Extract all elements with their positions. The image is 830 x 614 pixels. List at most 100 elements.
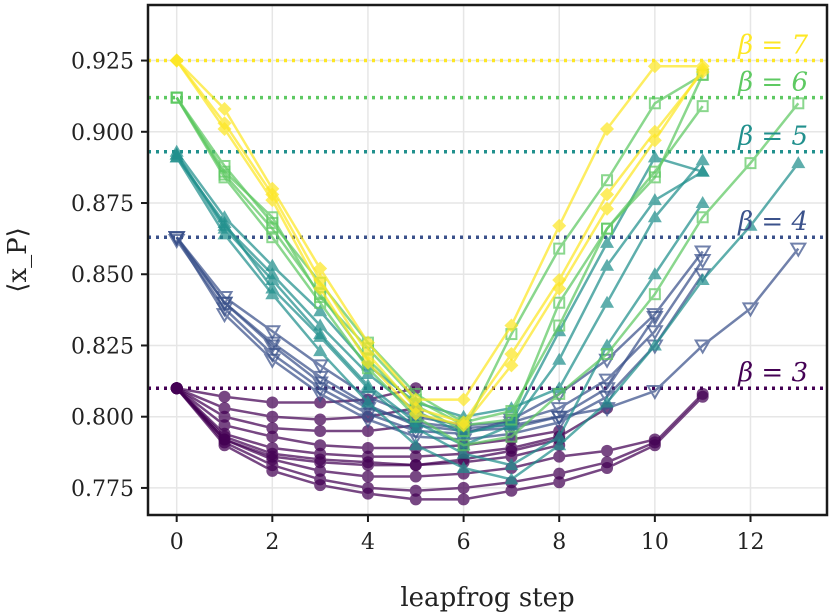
data-point xyxy=(504,472,519,485)
data-point xyxy=(215,296,234,312)
data-point xyxy=(265,267,280,280)
data-point xyxy=(360,395,375,408)
data-point xyxy=(647,267,662,280)
series-line xyxy=(175,150,704,418)
data-point xyxy=(266,430,279,443)
x-tick-label: 0 xyxy=(170,530,184,555)
data-point xyxy=(456,446,471,459)
x-axis-label: leapfrog step xyxy=(400,583,574,613)
data-point xyxy=(361,470,374,483)
data-point xyxy=(505,405,518,418)
data-point xyxy=(169,147,184,160)
data-point xyxy=(266,211,279,224)
series-line xyxy=(176,386,417,404)
x-tick-label: 12 xyxy=(736,530,764,555)
series-line xyxy=(175,96,800,447)
data-point xyxy=(552,281,567,296)
data-point xyxy=(693,339,712,355)
data-point xyxy=(647,133,662,148)
reference-lines xyxy=(148,58,827,390)
data-point xyxy=(504,358,519,373)
data-point xyxy=(647,338,662,351)
x-tick-label: 8 xyxy=(552,530,566,555)
data-point xyxy=(505,413,518,426)
data-point xyxy=(263,353,282,369)
data-point xyxy=(550,416,568,432)
series xyxy=(169,147,710,439)
data-point xyxy=(314,439,327,452)
data-point xyxy=(695,196,710,209)
data-point xyxy=(313,318,328,331)
data-point xyxy=(600,295,615,308)
data-point xyxy=(553,467,566,480)
data-point xyxy=(744,157,757,170)
data-point xyxy=(218,165,231,178)
series-line xyxy=(175,387,608,458)
data-point xyxy=(553,387,566,400)
data-point xyxy=(360,355,375,370)
data-point xyxy=(792,97,805,110)
data-point xyxy=(505,484,518,497)
data-point xyxy=(743,218,758,231)
data-point xyxy=(263,325,282,341)
data-point xyxy=(600,235,615,248)
data-point xyxy=(313,281,328,296)
data-point xyxy=(647,193,662,206)
y-tick-label: 0.925 xyxy=(71,50,134,75)
data-point xyxy=(789,242,808,258)
series xyxy=(169,150,806,485)
data-point xyxy=(601,348,614,361)
data-point xyxy=(553,242,566,255)
reference-label: β = 5 xyxy=(737,122,808,152)
data-point xyxy=(265,287,280,300)
series xyxy=(169,53,710,433)
series-line xyxy=(175,153,704,447)
x-tick-label: 6 xyxy=(457,530,471,555)
data-point xyxy=(553,319,566,332)
data-point xyxy=(552,429,567,442)
data-point xyxy=(311,370,329,386)
data-point xyxy=(169,53,184,68)
data-point xyxy=(314,464,327,477)
data-point xyxy=(314,413,327,426)
data-point xyxy=(361,456,374,469)
data-point xyxy=(359,413,377,429)
reference-label: β = 4 xyxy=(737,207,808,237)
data-point xyxy=(266,422,279,435)
data-point xyxy=(311,359,329,375)
data-point xyxy=(456,460,471,473)
data-point xyxy=(601,174,614,187)
data-point xyxy=(456,392,471,407)
data-point xyxy=(314,453,327,466)
reference-label: β = 7 xyxy=(737,31,808,61)
data-point xyxy=(266,222,279,235)
data-point xyxy=(600,187,615,202)
series-line xyxy=(175,59,704,427)
data-point xyxy=(218,390,231,403)
data-point xyxy=(409,484,422,497)
series-line xyxy=(175,73,704,433)
data-point xyxy=(217,121,232,136)
data-point xyxy=(648,97,661,110)
data-point xyxy=(600,338,615,351)
data-point xyxy=(266,464,279,477)
data-point xyxy=(409,450,422,463)
data-point xyxy=(504,318,519,333)
y-tick-label: 0.850 xyxy=(71,263,134,288)
data-point xyxy=(313,344,328,357)
data-point xyxy=(311,387,329,403)
data-point xyxy=(457,439,470,452)
y-tick-label: 0.875 xyxy=(71,192,134,217)
data-point xyxy=(600,258,615,271)
data-point xyxy=(600,201,615,216)
y-tick-label: 0.900 xyxy=(71,121,134,146)
data-point xyxy=(648,288,661,301)
data-point xyxy=(314,424,327,437)
data-point xyxy=(361,424,374,437)
data-point xyxy=(408,406,423,421)
y-axis-label: ⟨x_P⟩ xyxy=(3,227,33,292)
data-point xyxy=(647,59,662,74)
series-line xyxy=(175,156,800,481)
data-point xyxy=(505,450,518,463)
